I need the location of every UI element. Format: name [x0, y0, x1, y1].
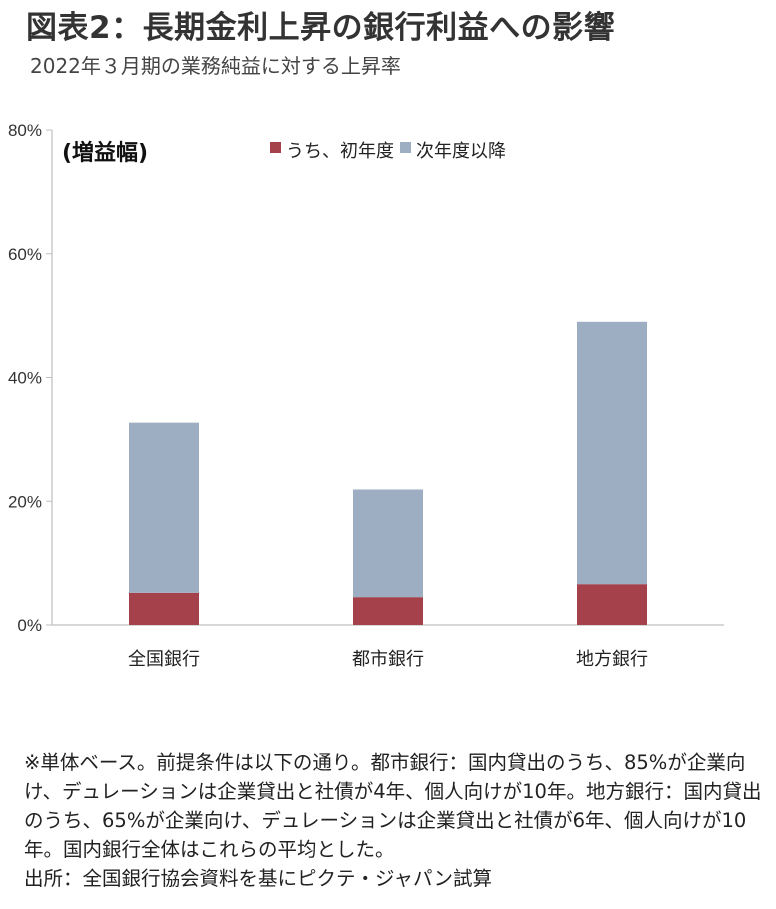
x-category-label: 地方銀行 [576, 649, 648, 670]
y-axis-title: (増益幅) [62, 140, 148, 166]
bar-first-year [353, 597, 423, 625]
bar-first-year [129, 592, 199, 625]
labels: 0% 20% 40% 60% 80% 全国銀行 都市銀行 地方銀行 (増益幅) [8, 121, 648, 670]
y-tick-label: 0% [17, 616, 42, 635]
footnotes: ※単体ベース。前提条件は以下の通り。都市銀行：国内貸出のうち、85%が企業向け、… [24, 748, 770, 893]
y-tick-label: 80% [8, 121, 42, 140]
bar-later-years [353, 489, 423, 598]
y-tick-label: 20% [8, 492, 42, 511]
y-tick-label: 60% [8, 245, 42, 264]
bar-later-years [577, 321, 647, 585]
legend-label: うち、初年度 [286, 141, 394, 162]
bar-later-years [129, 422, 199, 593]
legend-label: 次年度以降 [416, 141, 506, 162]
legend-swatch [270, 142, 281, 153]
legend-swatch [400, 142, 411, 153]
stacked-bar-chart: 0% 20% 40% 60% 80% 全国銀行 都市銀行 地方銀行 (増益幅) うち、初年度 次年… [8, 121, 724, 670]
footnote-conditions: ※単体ベース。前提条件は以下の通り。都市銀行：国内貸出のうち、85%が企業向け、… [24, 751, 762, 861]
y-tick-label: 40% [8, 369, 42, 388]
bar-first-year [577, 584, 647, 625]
bars [129, 321, 647, 625]
legend: うち、初年度 次年度以降 [270, 141, 506, 162]
x-category-label: 都市銀行 [352, 649, 424, 670]
chart-title: 図表2：長期金利上昇の銀行利益への影響 [26, 10, 616, 46]
footnote-source: 出所：全国銀行協会資料を基にピクテ・ジャパン試算 [24, 867, 493, 890]
chart-subtitle: 2022年３月期の業務純益に対する上昇率 [30, 54, 401, 78]
x-category-label: 全国銀行 [128, 649, 200, 670]
